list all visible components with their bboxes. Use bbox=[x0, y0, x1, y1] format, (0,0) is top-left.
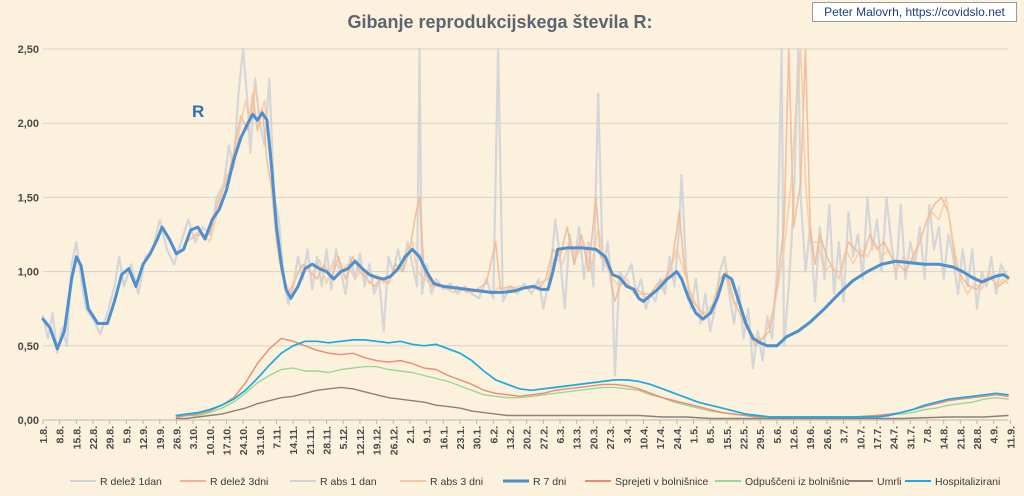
x-tick-label: 1.8. bbox=[38, 426, 50, 444]
x-tick-label: 5.9. bbox=[121, 426, 133, 444]
x-axis-ticks: 1.8. 8.8. 15.8. 22.8. 29.8. 5.9. 12.9. 19.9. 26.… bbox=[38, 420, 1024, 455]
x-tick-label: 28.8. bbox=[972, 426, 984, 449]
x-tick-label: 26.12. bbox=[388, 426, 400, 455]
legend-label: R 7 dni bbox=[533, 476, 566, 488]
x-tick-label: 24.10. bbox=[238, 426, 250, 455]
legend-label: R abs 1 dan bbox=[320, 476, 377, 488]
y-tick-label: 1,50 bbox=[18, 192, 39, 204]
series-lines bbox=[41, 47, 1010, 420]
x-tick-label: 13.3. bbox=[572, 426, 584, 449]
legend-label: Umrli bbox=[877, 476, 902, 488]
x-tick-label: 4.9. bbox=[989, 426, 1001, 444]
x-tick-label: 20.3. bbox=[588, 426, 600, 449]
legend-label: Odpuščeni iz bolnišnic bbox=[745, 476, 849, 488]
legend-label: Hospitalizirani bbox=[935, 476, 1000, 488]
x-tick-label: 26.9. bbox=[171, 426, 183, 449]
x-tick-label: 28.11. bbox=[322, 426, 334, 455]
x-tick-label: 10.4. bbox=[638, 426, 650, 449]
x-tick-label: 1.5. bbox=[688, 426, 700, 444]
x-tick-label: 17.10. bbox=[221, 426, 233, 455]
author-credit: Peter Malovrh, https://covidslo.net bbox=[812, 2, 1017, 22]
x-tick-label: 24.7. bbox=[889, 426, 901, 449]
x-tick-label: 14.11. bbox=[288, 426, 300, 455]
x-tick-label: 7.8. bbox=[922, 426, 934, 444]
x-tick-label: 3.7. bbox=[839, 426, 851, 444]
x-tick-label: 8.5. bbox=[705, 426, 717, 444]
x-tick-label: 3.10. bbox=[188, 426, 200, 449]
x-tick-label: 15.8. bbox=[71, 426, 83, 449]
y-tick-label: 1,00 bbox=[18, 267, 39, 279]
x-tick-label: 5.6. bbox=[772, 426, 784, 444]
x-tick-label: 31.7. bbox=[905, 426, 917, 449]
x-tick-label: 13.2. bbox=[505, 426, 517, 449]
x-tick-label: 22.5. bbox=[739, 426, 751, 449]
x-tick-label: 10.7. bbox=[855, 426, 867, 449]
x-tick-label: 27.3. bbox=[605, 426, 617, 449]
series-hospitalized bbox=[175, 339, 1009, 418]
x-tick-label: 12.12. bbox=[355, 426, 367, 455]
y-tick-label: 0,00 bbox=[18, 415, 39, 427]
legend-label: R delež 1dan bbox=[100, 476, 162, 488]
x-tick-label: 8.8. bbox=[55, 426, 67, 444]
x-tick-label: 17.7. bbox=[872, 426, 884, 449]
x-tick-label: 29.8. bbox=[105, 426, 117, 449]
x-tick-label: 19.6. bbox=[805, 426, 817, 449]
y-tick-label: 2,50 bbox=[18, 44, 39, 56]
x-tick-label: 6.2. bbox=[488, 426, 500, 444]
x-tick-label: 24.4. bbox=[672, 426, 684, 449]
x-tick-label: 9.1. bbox=[422, 426, 434, 444]
x-tick-label: 20.2. bbox=[522, 426, 534, 449]
x-tick-label: 15.5. bbox=[722, 426, 734, 449]
series-r-abs-1d bbox=[41, 47, 1010, 377]
x-tick-label: 10.10. bbox=[205, 426, 217, 455]
x-tick-label: 17.4. bbox=[655, 426, 667, 449]
x-tick-label: 16.1. bbox=[438, 426, 450, 449]
x-tick-label: 12.6. bbox=[789, 426, 801, 449]
x-tick-label: 2.1. bbox=[405, 426, 417, 444]
series-r-7d bbox=[41, 111, 1010, 351]
gridlines bbox=[43, 48, 1008, 421]
x-tick-label: 22.8. bbox=[88, 426, 100, 449]
series-r-abs-3d bbox=[189, 48, 1009, 340]
x-tick-label: 27.2. bbox=[538, 426, 550, 449]
x-tick-label: 19.9. bbox=[155, 426, 167, 449]
x-tick-label: 3.4. bbox=[622, 426, 634, 444]
x-tick-label: 5.12. bbox=[338, 426, 350, 449]
series-deaths bbox=[175, 386, 1009, 420]
y-axis-ticks: 0,00 0,50 1,00 1,50 2,00 2,50 bbox=[18, 44, 39, 427]
x-tick-label: 11.9. bbox=[1005, 426, 1017, 449]
x-tick-label: 6.3. bbox=[555, 426, 567, 444]
x-tick-label: 12.9. bbox=[138, 426, 150, 449]
x-tick-label: 21.11. bbox=[305, 426, 317, 455]
x-tick-label: 19.12. bbox=[372, 426, 384, 455]
chart-title: Gibanje reprodukcijskega števila R: bbox=[347, 12, 652, 32]
x-tick-label: 29.5. bbox=[755, 426, 767, 449]
x-tick-label: 14.8. bbox=[939, 426, 951, 449]
legend-label: R delež 3dni bbox=[210, 476, 268, 488]
x-tick-label: 23.1. bbox=[455, 426, 467, 449]
x-tick-label: 31.10. bbox=[255, 426, 267, 455]
x-tick-label: 7.11. bbox=[272, 426, 284, 449]
x-tick-label: 18.9. bbox=[1022, 426, 1024, 449]
legend-label: R abs 3 dni bbox=[430, 476, 483, 488]
x-tick-label: 21.8. bbox=[955, 426, 967, 449]
legend: R delež 1dan R delež 3dni R abs 1 dan R abs… bbox=[70, 476, 1000, 488]
r-series-label: R bbox=[192, 102, 204, 121]
legend-label: Sprejeti v bolnišnice bbox=[615, 476, 709, 488]
y-tick-label: 0,50 bbox=[18, 341, 39, 353]
x-tick-label: 26.6. bbox=[822, 426, 834, 449]
x-tick-label: 30.1. bbox=[472, 426, 484, 449]
y-tick-label: 2,00 bbox=[18, 118, 39, 130]
